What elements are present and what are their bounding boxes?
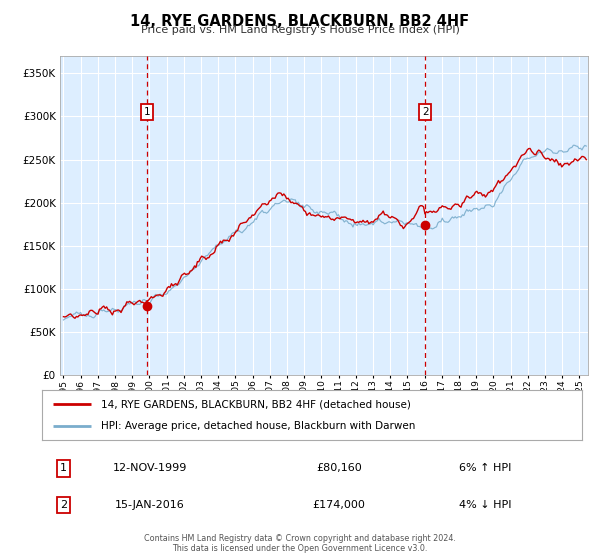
Text: Contains HM Land Registry data © Crown copyright and database right 2024.: Contains HM Land Registry data © Crown c… <box>144 534 456 543</box>
Text: £80,160: £80,160 <box>316 463 362 473</box>
Text: This data is licensed under the Open Government Licence v3.0.: This data is licensed under the Open Gov… <box>172 544 428 553</box>
Text: 14, RYE GARDENS, BLACKBURN, BB2 4HF: 14, RYE GARDENS, BLACKBURN, BB2 4HF <box>130 14 470 29</box>
Text: £174,000: £174,000 <box>313 500 365 510</box>
Text: 1: 1 <box>144 107 151 117</box>
Text: 14, RYE GARDENS, BLACKBURN, BB2 4HF (detached house): 14, RYE GARDENS, BLACKBURN, BB2 4HF (det… <box>101 399 411 409</box>
Text: 1: 1 <box>60 463 67 473</box>
Text: 4% ↓ HPI: 4% ↓ HPI <box>458 500 511 510</box>
Text: HPI: Average price, detached house, Blackburn with Darwen: HPI: Average price, detached house, Blac… <box>101 421 416 431</box>
Text: 15-JAN-2016: 15-JAN-2016 <box>115 500 185 510</box>
Text: 6% ↑ HPI: 6% ↑ HPI <box>458 463 511 473</box>
Text: Price paid vs. HM Land Registry's House Price Index (HPI): Price paid vs. HM Land Registry's House … <box>140 25 460 35</box>
Text: 2: 2 <box>422 107 428 117</box>
Text: 2: 2 <box>60 500 67 510</box>
Text: 12-NOV-1999: 12-NOV-1999 <box>113 463 187 473</box>
